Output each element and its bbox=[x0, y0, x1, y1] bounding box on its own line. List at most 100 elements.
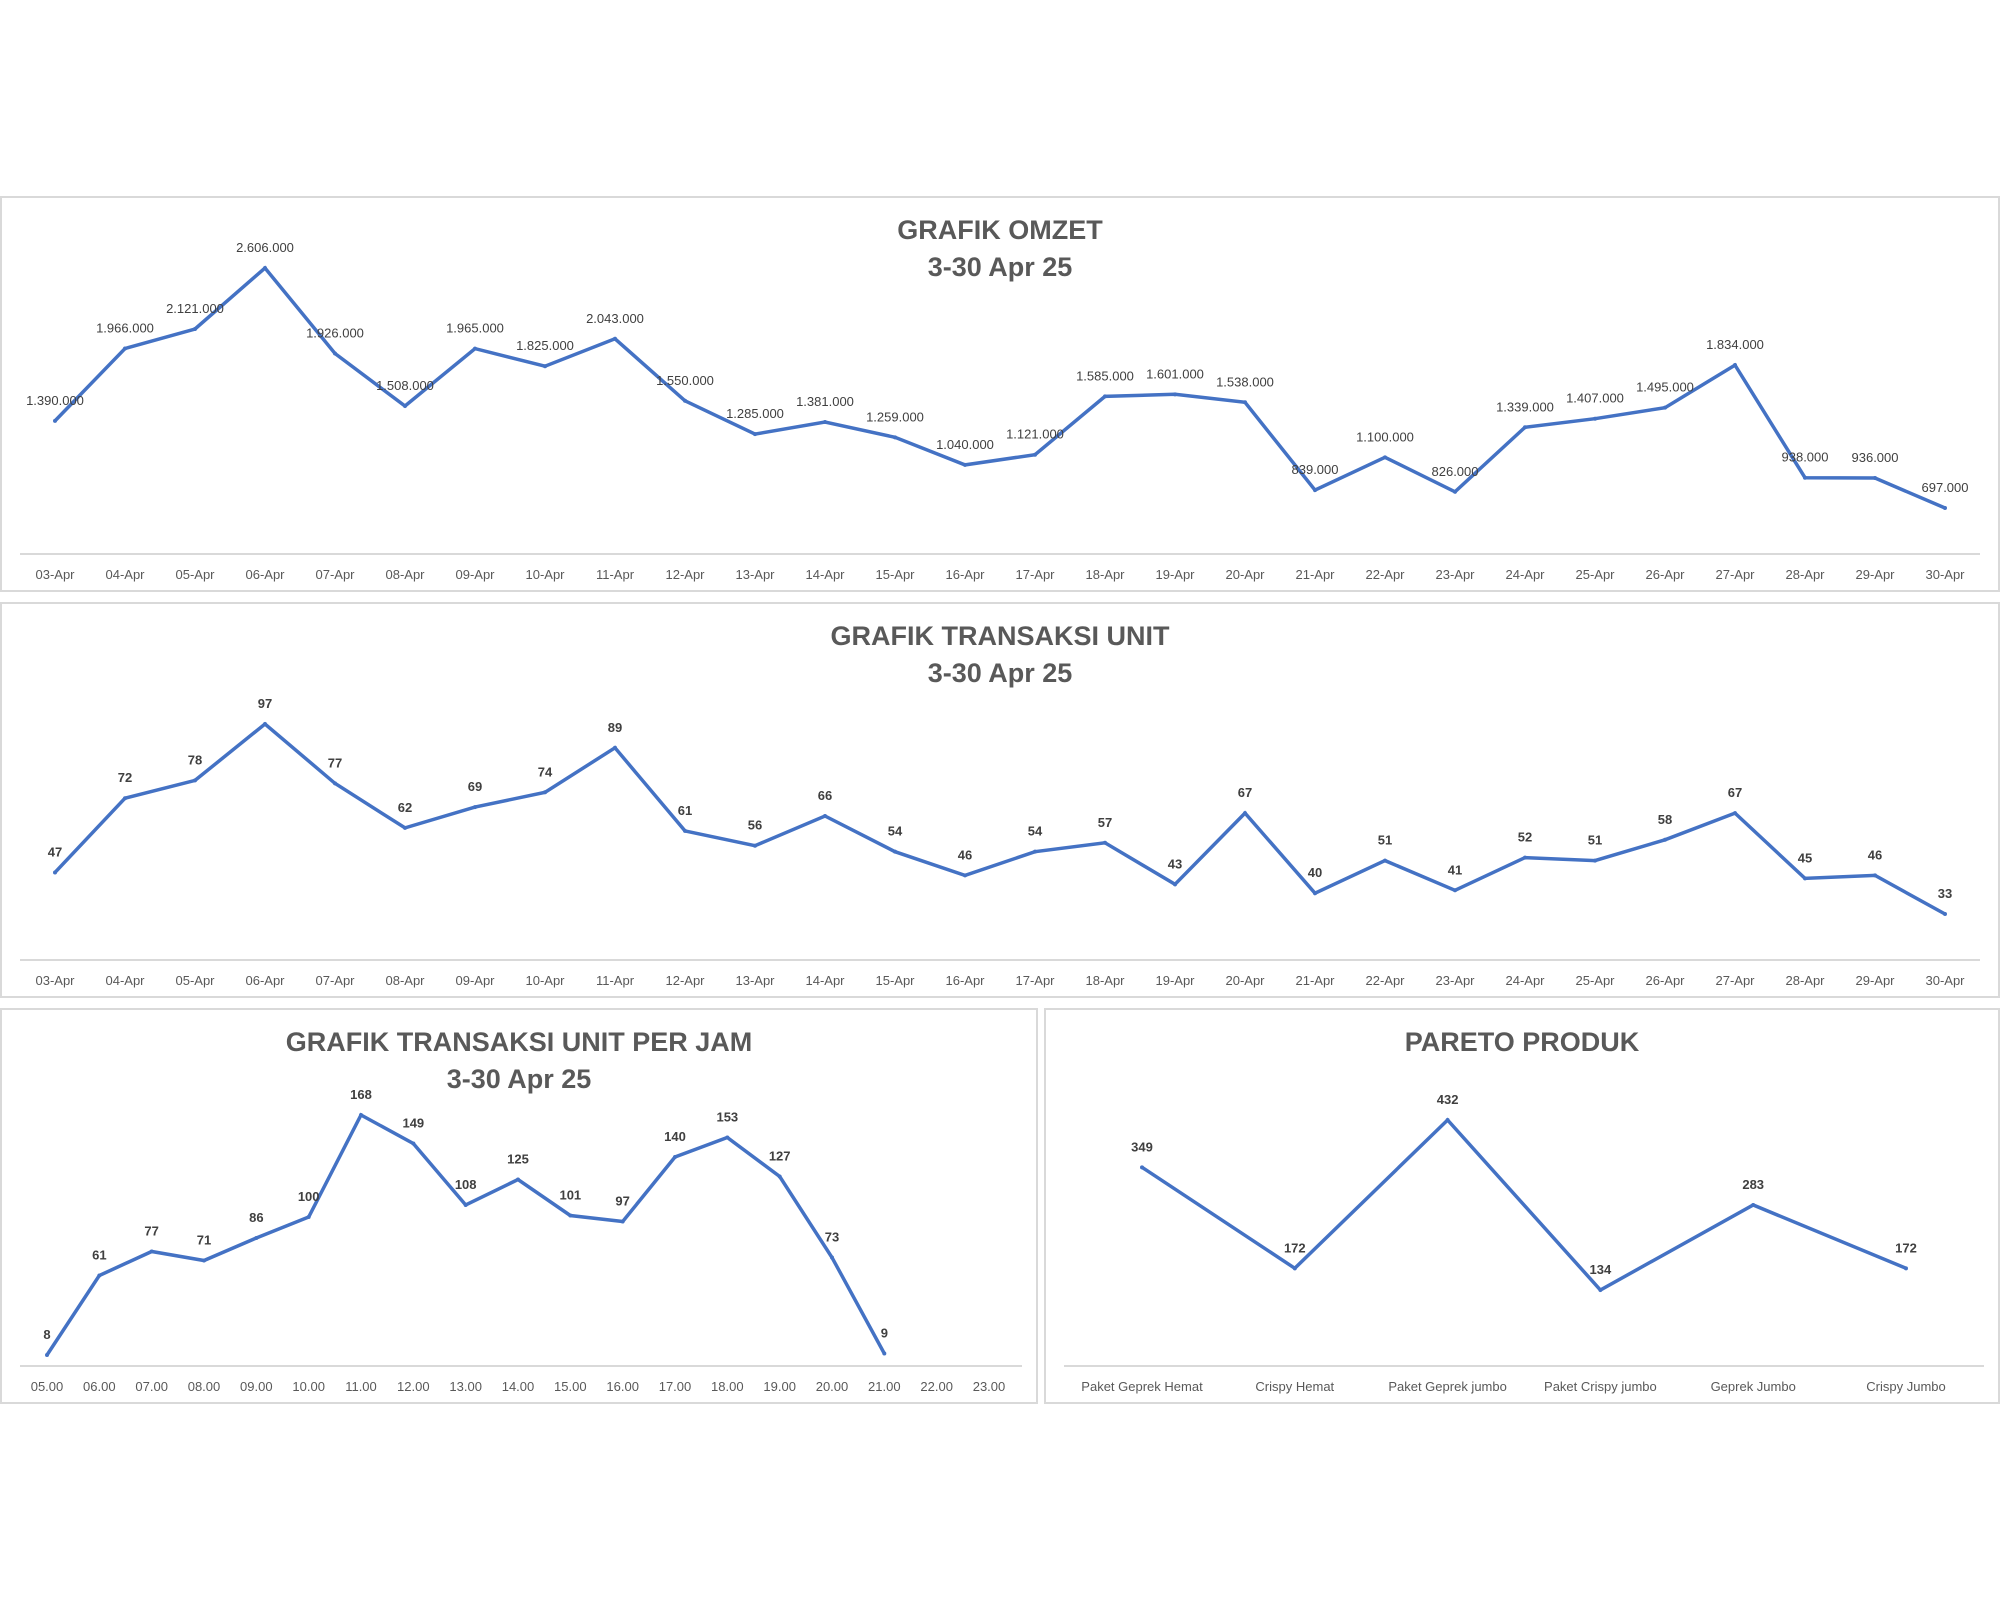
jam-tick-label: 06.00 bbox=[83, 1379, 116, 1394]
jam-data-label: 97 bbox=[615, 1194, 629, 1209]
unit-data-point bbox=[1173, 882, 1177, 887]
unit-data-label: 78 bbox=[188, 752, 202, 767]
jam-data-point bbox=[830, 1255, 834, 1260]
omzet-data-label: 1.834.000 bbox=[1706, 337, 1764, 352]
omzet-tick-label: 13-Apr bbox=[735, 567, 775, 582]
omzet-data-point bbox=[1313, 488, 1317, 493]
pareto-tick-label: Paket Geprek jumbo bbox=[1388, 1379, 1507, 1394]
jam-tick-label: 14.00 bbox=[502, 1379, 535, 1394]
omzet-data-label: 936.000 bbox=[1852, 450, 1899, 465]
omzet-data-point bbox=[1593, 416, 1597, 421]
pareto-tick-label: Crispy Jumbo bbox=[1866, 1379, 1945, 1394]
hourly-title-text: GRAFIK TRANSAKSI UNIT PER JAM bbox=[285, 1027, 753, 1057]
omzet-tick-label: 06-Apr bbox=[245, 567, 285, 582]
unit-tick-label: 24-Apr bbox=[1505, 973, 1545, 988]
pareto-chart-title: PARETO PRODUK bbox=[1046, 1024, 1998, 1061]
unit-data-point bbox=[1033, 849, 1037, 854]
jam-data-point bbox=[568, 1213, 573, 1218]
omzet-tick-label: 09-Apr bbox=[455, 567, 495, 582]
pareto-tick-label: Paket Crispy jumbo bbox=[1544, 1379, 1657, 1394]
unit-data-label: 69 bbox=[468, 779, 482, 794]
unit-data-point bbox=[333, 781, 337, 786]
jam-data-label: 101 bbox=[559, 1188, 581, 1203]
jam-data-point bbox=[202, 1258, 206, 1263]
jam-data-point bbox=[463, 1203, 468, 1207]
unit-line-chart: 03-Apr 04-Apr 05-Apr 06-Apr 07-Apr 08-Apr 09-A… bbox=[20, 696, 1980, 988]
unit-data-point bbox=[1103, 840, 1107, 845]
omzet-data-label: 839.000 bbox=[1292, 462, 1339, 477]
omzet-tick-label: 24-Apr bbox=[1505, 567, 1545, 582]
jam-tick-label: 12.00 bbox=[397, 1379, 430, 1394]
unit-data-label: 54 bbox=[888, 824, 903, 839]
jam-tick-label: 07.00 bbox=[135, 1379, 168, 1394]
omzet-data-label: 1.285.000 bbox=[726, 406, 784, 421]
unit-chart-title: GRAFIK TRANSAKSI UNIT 3-30 Apr 25 bbox=[2, 618, 1998, 692]
unit-data-point bbox=[473, 805, 477, 810]
pareto-data-label: 172 bbox=[1284, 1240, 1306, 1255]
omzet-data-label: 2.606.000 bbox=[236, 240, 294, 255]
omzet-data-point bbox=[1383, 455, 1387, 460]
unit-tick-label: 10-Apr bbox=[525, 973, 565, 988]
unit-data-point bbox=[1383, 858, 1387, 863]
jam-tick-label: 20.00 bbox=[816, 1379, 849, 1394]
unit-data-point bbox=[193, 778, 197, 783]
unit-data-label: 43 bbox=[1168, 856, 1182, 871]
omzet-data-point bbox=[1243, 400, 1247, 405]
jam-data-point bbox=[149, 1249, 154, 1254]
jam-data-label: 61 bbox=[92, 1248, 106, 1263]
unit-data-point bbox=[963, 873, 967, 878]
unit-data-label: 46 bbox=[1868, 847, 1882, 862]
unit-data-point bbox=[1733, 811, 1737, 816]
unit-data-point bbox=[613, 745, 617, 750]
unit-data-label: 56 bbox=[748, 818, 762, 833]
omzet-data-label: 1.966.000 bbox=[96, 320, 154, 335]
omzet-data-label: 1.381.000 bbox=[796, 394, 854, 409]
jam-data-label: 168 bbox=[350, 1087, 372, 1102]
unit-tick-label: 03-Apr bbox=[35, 973, 75, 988]
omzet-data-label: 1.508.000 bbox=[376, 378, 434, 393]
unit-data-point bbox=[543, 790, 547, 795]
omzet-data-point bbox=[613, 336, 617, 341]
omzet-data-point bbox=[1803, 475, 1807, 480]
jam-data-point bbox=[97, 1273, 102, 1278]
jam-tick-label: 13.00 bbox=[449, 1379, 482, 1394]
jam-data-label: 153 bbox=[716, 1110, 738, 1125]
hourly-chart-panel: GRAFIK TRANSAKSI UNIT PER JAM 3-30 Apr 2… bbox=[0, 1008, 1038, 1404]
omzet-tick-label: 11-Apr bbox=[596, 567, 635, 582]
omzet-tick-label: 28-Apr bbox=[1785, 567, 1825, 582]
omzet-tick-label: 05-Apr bbox=[175, 567, 215, 582]
jam-tick-label: 10.00 bbox=[292, 1379, 325, 1394]
omzet-data-label: 1.407.000 bbox=[1566, 391, 1624, 406]
pareto-title-text: PARETO PRODUK bbox=[1404, 1027, 1640, 1057]
omzet-data-label: 1.390.000 bbox=[26, 393, 84, 408]
unit-data-point bbox=[1313, 891, 1317, 896]
omzet-data-point bbox=[1033, 452, 1037, 457]
unit-data-point bbox=[823, 814, 827, 819]
unit-data-label: 52 bbox=[1518, 830, 1532, 845]
omzet-data-point bbox=[473, 346, 477, 351]
jam-tick-label: 17.00 bbox=[659, 1379, 692, 1394]
unit-data-label: 67 bbox=[1728, 785, 1742, 800]
omzet-data-point bbox=[753, 432, 757, 437]
pareto-tick-label: Crispy Hemat bbox=[1255, 1379, 1334, 1394]
unit-data-point bbox=[1873, 873, 1877, 878]
unit-tick-label: 05-Apr bbox=[175, 973, 215, 988]
jam-tick-label: 23.00 bbox=[973, 1379, 1006, 1394]
omzet-tick-label: 15-Apr bbox=[875, 567, 915, 582]
unit-data-label: 97 bbox=[258, 696, 272, 711]
omzet-data-label: 697.000 bbox=[1922, 480, 1969, 495]
omzet-tick-label: 14-Apr bbox=[805, 567, 845, 582]
omzet-tick-label: 17-Apr bbox=[1015, 567, 1055, 582]
pareto-data-point bbox=[1140, 1165, 1144, 1170]
pareto-data-label: 283 bbox=[1742, 1177, 1764, 1192]
omzet-data-label: 826.000 bbox=[1432, 464, 1479, 479]
hourly-chart-title: GRAFIK TRANSAKSI UNIT PER JAM 3-30 Apr 2… bbox=[2, 1024, 1036, 1098]
hourly-line-chart: 05.00 06.00 07.00 08.00 09.00 10.00 11.00 12.00… bbox=[20, 1087, 1022, 1394]
unit-tick-label: 22-Apr bbox=[1365, 973, 1405, 988]
omzet-line-chart: 03-Apr 04-Apr 05-Apr 06-Apr 07-Apr 08-Apr 09-A… bbox=[20, 240, 1980, 582]
unit-tick-label: 27-Apr bbox=[1715, 973, 1755, 988]
jam-data-point bbox=[882, 1351, 887, 1356]
omzet-data-label: 1.926.000 bbox=[306, 325, 364, 340]
omzet-tick-label: 21-Apr bbox=[1295, 567, 1335, 582]
omzet-data-label: 2.121.000 bbox=[166, 301, 224, 316]
